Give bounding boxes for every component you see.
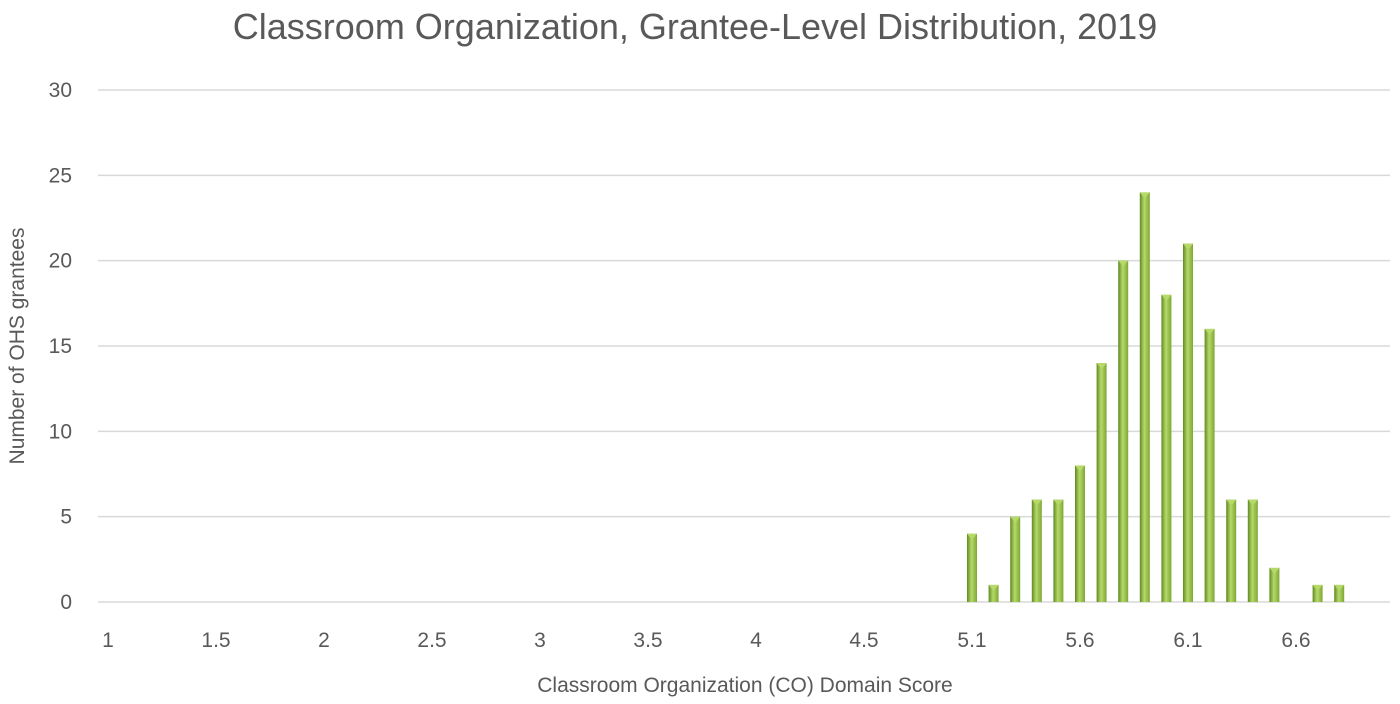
bar-body: [1010, 516, 1021, 602]
x-tick-label: 3: [534, 629, 546, 652]
bar-cap: [988, 584, 999, 591]
bar-body: [967, 533, 977, 602]
x-tick-label: 5.6: [1065, 629, 1094, 652]
bar: [1269, 567, 1280, 602]
x-tick-label: 6.1: [1173, 629, 1202, 652]
chart-title: Classroom Organization, Grantee-Level Di…: [232, 6, 1158, 47]
bar-cap: [967, 533, 977, 540]
bar: [1010, 516, 1021, 602]
bar: [1053, 499, 1064, 602]
x-tick-label: 3.5: [633, 629, 662, 652]
bar-body: [1247, 499, 1258, 602]
bar-cap: [1226, 499, 1237, 506]
bar-body: [1312, 584, 1323, 602]
bar: [1096, 363, 1107, 602]
bar: [967, 533, 977, 602]
y-axis-title: Number of OHS grantees: [6, 228, 29, 465]
bar: [1031, 499, 1042, 602]
x-tick-label: 4: [750, 629, 762, 652]
x-tick-label: 2.5: [417, 629, 446, 652]
y-tick-label: 10: [49, 420, 72, 443]
bar: [1312, 584, 1323, 602]
bar-body: [1053, 499, 1064, 602]
bar-cap: [1334, 584, 1345, 591]
x-tick-label: 2: [318, 629, 330, 652]
bar: [988, 584, 999, 602]
x-tick-label: 5.1: [957, 629, 986, 652]
bar-cap: [1247, 499, 1258, 506]
bar-cap: [1139, 192, 1150, 199]
y-axis-ticks: 0 5 10 15 20 25 30: [49, 79, 72, 614]
y-tick-label: 15: [49, 335, 72, 358]
bar-cap: [1031, 499, 1042, 506]
bar: [1204, 328, 1215, 602]
gridlines: [98, 89, 1390, 603]
bar-body: [1183, 243, 1193, 602]
bar-body: [1031, 499, 1042, 602]
bar: [1161, 294, 1172, 602]
bar-body: [1139, 192, 1150, 602]
bar-body: [1269, 567, 1280, 602]
bar: [1247, 499, 1258, 602]
x-tick-label: 4.5: [849, 629, 878, 652]
bar-body: [1204, 328, 1215, 602]
x-axis-title: Classroom Organization (CO) Domain Score: [537, 674, 952, 697]
bar-cap: [1010, 516, 1021, 523]
bar-cap: [1118, 260, 1129, 267]
y-tick-label: 0: [60, 591, 72, 614]
bar: [1226, 499, 1237, 602]
bar-cap: [1269, 567, 1280, 574]
x-tick-label: 1: [102, 629, 114, 652]
bar-body: [1161, 294, 1172, 602]
y-tick-label: 30: [49, 79, 72, 102]
bar-cap: [1096, 363, 1107, 370]
bar-body: [1334, 584, 1345, 602]
bar-body: [988, 584, 999, 602]
bar-body: [1096, 363, 1107, 602]
bar-body: [1226, 499, 1237, 602]
bar-cap: [1161, 294, 1172, 301]
y-tick-label: 5: [60, 506, 72, 529]
bar-cap: [1075, 465, 1085, 472]
x-axis-ticks: 1 1.5 2 2.5 3 3.5 4 4.5 5.1 5.6 6.1 6.6: [102, 629, 1310, 652]
bar: [1139, 192, 1150, 602]
bar-cap: [1204, 328, 1215, 335]
x-tick-label: 6.6: [1281, 629, 1310, 652]
bar-cap: [1312, 584, 1323, 591]
bar-body: [1075, 465, 1085, 602]
bar-cap: [1053, 499, 1064, 506]
y-tick-label: 25: [49, 164, 72, 187]
bar: [1118, 260, 1129, 602]
x-tick-label: 1.5: [201, 629, 230, 652]
bar: [1075, 465, 1085, 602]
bar: [1334, 584, 1345, 602]
bar-cap: [1183, 243, 1193, 250]
bar-body: [1118, 260, 1129, 602]
bars: [967, 192, 1345, 602]
y-tick-label: 20: [49, 250, 72, 273]
bar: [1183, 243, 1193, 602]
